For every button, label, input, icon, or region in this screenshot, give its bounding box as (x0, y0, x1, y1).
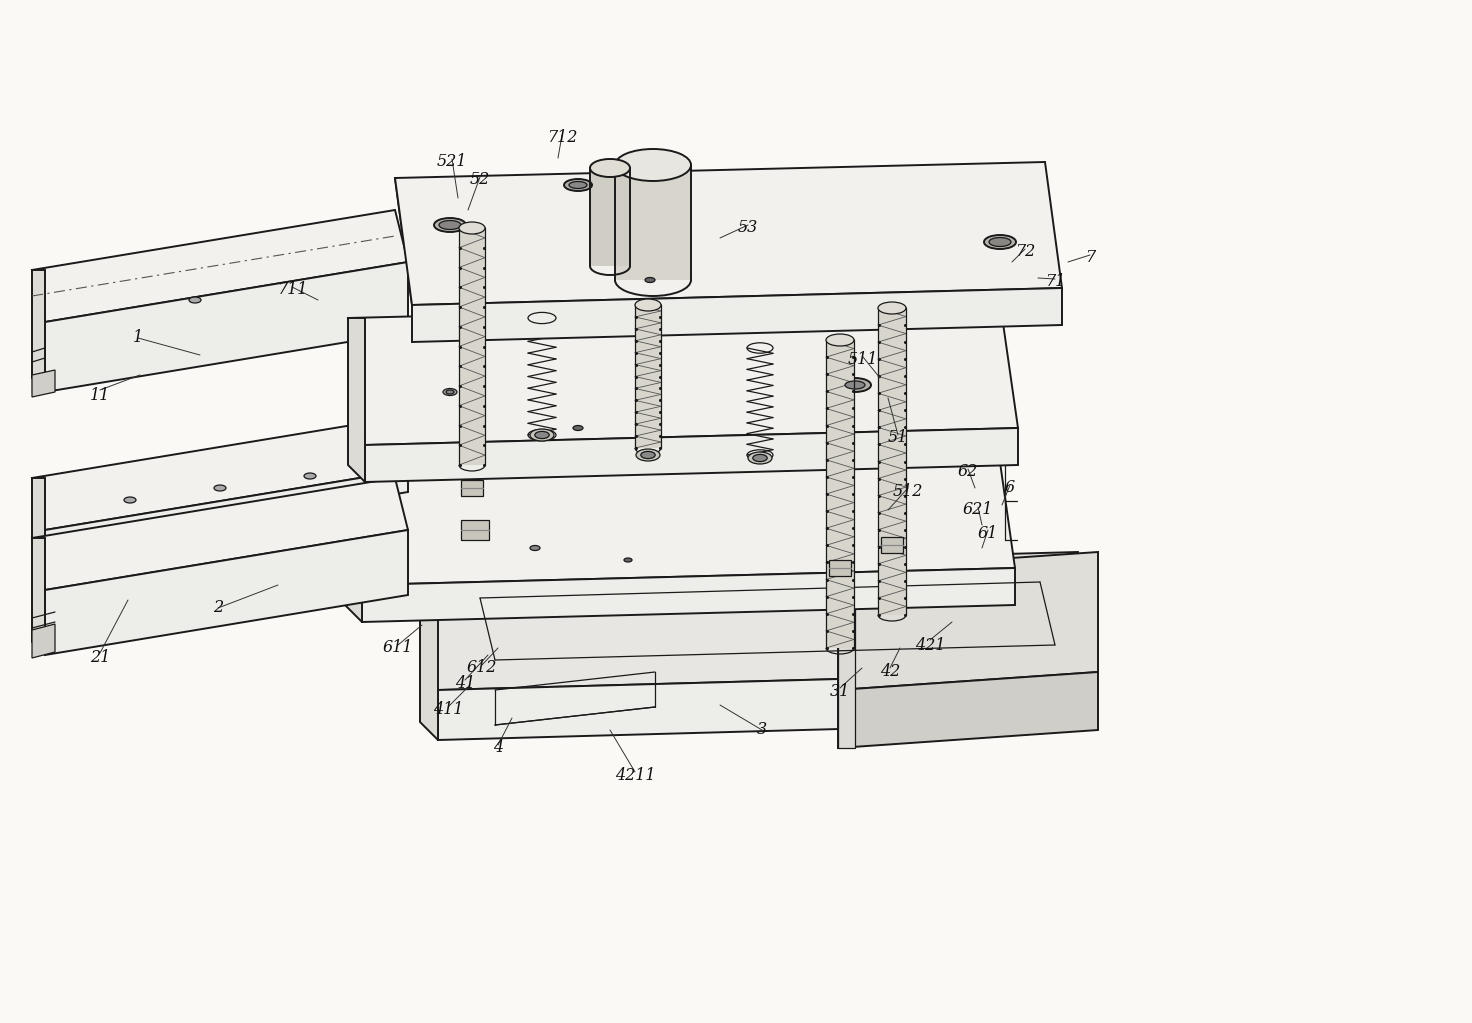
Polygon shape (838, 672, 1098, 748)
Polygon shape (615, 165, 690, 280)
Text: 521: 521 (437, 153, 467, 171)
Text: 711: 711 (277, 281, 308, 299)
Ellipse shape (459, 222, 484, 234)
Polygon shape (32, 270, 46, 392)
Text: 71: 71 (1045, 273, 1066, 291)
Polygon shape (362, 568, 1016, 622)
Text: 52: 52 (470, 172, 490, 188)
Text: 3: 3 (757, 721, 767, 739)
Polygon shape (365, 428, 1019, 482)
Text: 62: 62 (958, 463, 977, 481)
Ellipse shape (624, 558, 631, 562)
Polygon shape (459, 228, 484, 465)
Polygon shape (32, 478, 46, 552)
Polygon shape (32, 210, 408, 322)
Text: 11: 11 (90, 387, 110, 403)
Polygon shape (32, 478, 408, 590)
Polygon shape (420, 570, 439, 740)
Polygon shape (882, 537, 902, 553)
Ellipse shape (983, 235, 1016, 249)
Ellipse shape (124, 497, 135, 503)
Polygon shape (838, 570, 855, 748)
Ellipse shape (530, 429, 553, 441)
Polygon shape (412, 288, 1061, 342)
Text: 41: 41 (455, 674, 475, 692)
Ellipse shape (434, 218, 467, 232)
Polygon shape (32, 418, 408, 530)
Text: 4211: 4211 (615, 766, 655, 784)
Text: 51: 51 (888, 430, 908, 446)
Ellipse shape (748, 452, 771, 464)
Ellipse shape (636, 449, 659, 461)
Text: 1: 1 (132, 329, 143, 347)
Text: 611: 611 (383, 639, 414, 657)
Ellipse shape (634, 299, 661, 311)
Polygon shape (32, 538, 46, 655)
Ellipse shape (845, 381, 866, 389)
Ellipse shape (446, 390, 453, 394)
Ellipse shape (564, 179, 592, 191)
Polygon shape (590, 168, 630, 266)
Text: 612: 612 (467, 660, 498, 676)
Polygon shape (347, 302, 1019, 445)
Ellipse shape (826, 333, 854, 346)
Polygon shape (32, 624, 54, 658)
Text: 4: 4 (493, 740, 503, 756)
Polygon shape (46, 530, 408, 655)
Polygon shape (344, 448, 1016, 585)
Text: 621: 621 (963, 501, 994, 519)
Ellipse shape (640, 451, 655, 458)
Ellipse shape (877, 302, 905, 314)
Ellipse shape (439, 221, 461, 229)
Ellipse shape (213, 485, 227, 491)
Polygon shape (829, 560, 851, 576)
Ellipse shape (590, 159, 630, 177)
Ellipse shape (305, 473, 316, 479)
Text: 42: 42 (880, 664, 899, 680)
Ellipse shape (989, 237, 1011, 247)
Ellipse shape (645, 277, 655, 282)
Polygon shape (634, 305, 661, 448)
Polygon shape (461, 520, 489, 540)
Text: 712: 712 (546, 130, 577, 146)
Text: 31: 31 (830, 683, 851, 701)
Polygon shape (46, 262, 408, 392)
Ellipse shape (530, 545, 540, 550)
Text: 411: 411 (433, 702, 464, 718)
Polygon shape (32, 379, 46, 392)
Polygon shape (439, 672, 1095, 740)
Text: 2: 2 (213, 599, 224, 617)
Ellipse shape (534, 432, 549, 439)
Polygon shape (46, 470, 408, 552)
Polygon shape (826, 340, 854, 648)
Text: 7: 7 (1085, 250, 1095, 267)
Ellipse shape (188, 297, 202, 303)
Polygon shape (838, 552, 1098, 690)
Ellipse shape (839, 379, 871, 392)
Text: 421: 421 (914, 636, 945, 654)
Ellipse shape (615, 149, 690, 181)
Ellipse shape (573, 426, 583, 431)
Ellipse shape (570, 181, 587, 188)
Polygon shape (344, 465, 362, 622)
Text: 61: 61 (977, 525, 998, 541)
Polygon shape (347, 318, 365, 482)
Text: 6: 6 (1005, 480, 1016, 496)
Text: 53: 53 (737, 220, 758, 236)
Ellipse shape (443, 389, 456, 396)
Text: 512: 512 (894, 484, 923, 500)
Polygon shape (420, 552, 1095, 690)
Ellipse shape (752, 454, 767, 461)
Polygon shape (32, 370, 54, 397)
Text: 511: 511 (848, 352, 879, 368)
Text: 72: 72 (1014, 243, 1035, 261)
Text: 21: 21 (90, 650, 110, 667)
Polygon shape (394, 162, 1061, 305)
Polygon shape (461, 480, 483, 496)
Polygon shape (877, 308, 905, 615)
